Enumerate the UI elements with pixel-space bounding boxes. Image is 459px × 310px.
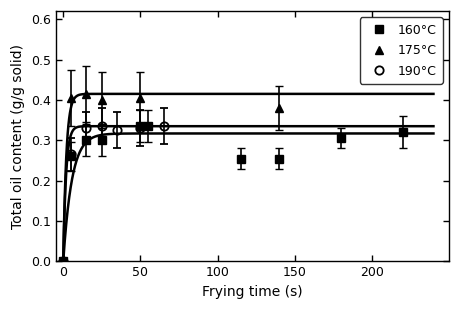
X-axis label: Frying time (s): Frying time (s) — [202, 285, 302, 299]
Legend: 160°C, 175°C, 190°C: 160°C, 175°C, 190°C — [359, 17, 442, 84]
Y-axis label: Total oil content (g/g solid): Total oil content (g/g solid) — [11, 44, 25, 229]
